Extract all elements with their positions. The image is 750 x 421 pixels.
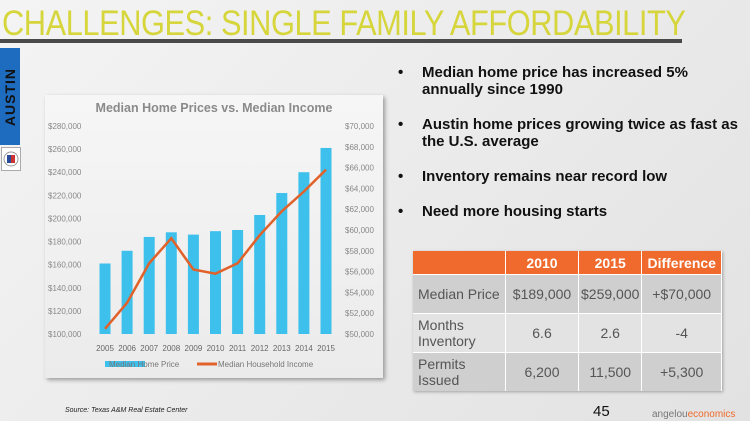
x-tick: 2007 [140,344,158,353]
x-tick: 2005 [96,344,114,353]
y-left-tick: $200,000 [48,214,82,223]
cell: $189,000 [505,274,579,314]
bullet-list: Median home price has increased 5% annua… [398,64,738,238]
header-cell: Difference [641,251,722,275]
x-tick: 2006 [118,344,136,353]
x-tick: 2008 [162,344,180,353]
x-tick: 2015 [317,344,335,353]
y-right-tick: $64,000 [345,184,374,193]
y-right-tick: $52,000 [345,309,374,318]
income-line [104,168,327,330]
y-right-tick: $68,000 [345,143,374,152]
cell: 6,200 [505,352,579,391]
y-left-tick: $280,000 [48,122,82,131]
bar-2010 [210,231,221,334]
y-left-tick: $240,000 [48,168,82,177]
city-seal-icon [1,147,21,171]
side-label: AUSTIN [0,48,20,145]
chart-title: Median Home Prices vs. Median Income [96,101,333,115]
bullet-item: Need more housing starts [398,203,738,220]
bar-2007 [143,236,155,334]
bar-2014 [298,172,310,334]
cell: -4 [641,313,722,353]
bar-2005 [99,263,111,334]
bar-2015 [320,147,332,334]
table-row: Permits Issued 6,200 11,500 +5,300 [413,352,722,391]
header-cell: 2015 [578,251,643,275]
y-right-tick: $56,000 [345,268,374,277]
y-right-tick: $60,000 [345,226,374,235]
legend-home-price: Median Home Price [109,360,180,369]
y-left-tick: $220,000 [48,191,82,200]
company-logo: angeloueconomics [652,409,736,420]
table-row: Median Price $189,000 $259,000 +$70,000 [413,274,722,314]
legend-bar-swatch [105,361,145,367]
legend-household-income: Median Household Income [218,360,314,369]
bar-2009 [187,234,199,334]
y-left-tick: $120,000 [48,307,82,316]
source-note: Source: Texas A&M Real Estate Center [65,407,188,414]
cell: +5,300 [641,352,722,391]
bar-2011 [232,230,244,334]
row-label: Permits Issued [413,352,506,391]
cell: $259,000 [578,274,643,314]
x-tick: 2013 [273,344,291,353]
x-tick: 2012 [251,344,269,353]
table-row: Months Inventory 6.6 2.6 -4 [413,313,722,353]
y-right-tick: $66,000 [345,164,374,173]
bar-2012 [254,214,266,334]
header-cell: 2010 [505,251,579,275]
slide-title: CHALLENGES: SINGLE FAMILY AFFORDABILITY [2,4,686,43]
cell: 11,500 [578,352,643,391]
x-tick: 2011 [229,344,247,353]
cell: 2.6 [578,313,643,353]
y-left-tick: $140,000 [48,284,82,293]
table-header: 2010 2015 Difference [413,251,722,275]
bullet-item: Inventory remains near record low [398,168,738,185]
y-left-tick: $180,000 [48,238,82,247]
title-divider [0,39,682,43]
x-tick: 2009 [185,344,203,353]
y-left-tick: $260,000 [48,145,82,154]
y-right-tick: $50,000 [345,330,374,339]
cell: 6.6 [505,313,579,353]
row-label: Median Price [413,274,506,314]
x-tick: 2014 [295,344,313,353]
bullet-item: Austin home prices growing twice as fast… [398,116,738,150]
bar-2006 [121,250,133,334]
chart: Median Home Prices vs. Median Income $10… [48,101,374,369]
chart-panel: Median Home Prices vs. Median Income $10… [45,95,383,378]
y-left-tick: $160,000 [48,261,82,270]
y-left-tick: $100,000 [48,330,82,339]
comparison-table: 2010 2015 Difference Median Price $189,00… [413,251,722,391]
x-tick: 2010 [207,344,225,353]
bullet-item: Median home price has increased 5% annua… [398,64,738,98]
side-label-text: AUSTIN [2,67,18,126]
bar-2013 [276,193,288,334]
header-cell [413,251,506,275]
cell: +$70,000 [641,274,722,314]
y-right-tick: $70,000 [345,122,374,131]
page-number: 45 [593,403,610,420]
y-right-tick: $58,000 [345,247,374,256]
y-right-tick: $62,000 [345,205,374,214]
y-right-tick: $54,000 [345,288,374,297]
row-label: Months Inventory [413,313,506,353]
bar-2008 [165,232,177,334]
